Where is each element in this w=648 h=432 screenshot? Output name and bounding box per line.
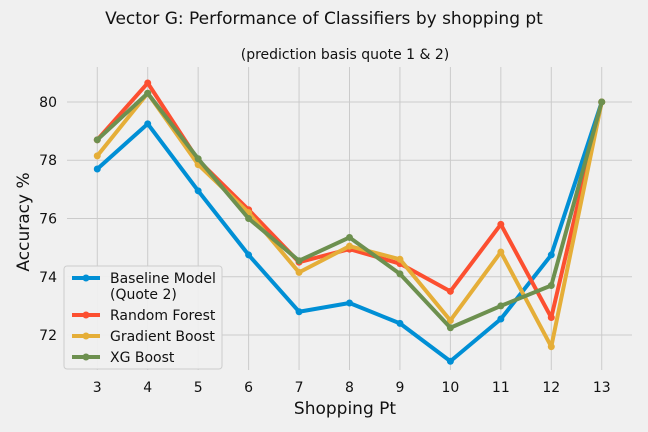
data-point — [547, 343, 555, 351]
data-point — [446, 357, 454, 365]
legend-entry: XG Boost — [72, 350, 175, 366]
y-tick-label: 76 — [39, 212, 57, 228]
data-point — [93, 136, 101, 144]
data-point — [547, 251, 555, 259]
x-tick-label: 13 — [593, 380, 611, 396]
data-point — [346, 242, 353, 250]
x-tick-label: 11 — [492, 380, 510, 396]
legend-box — [63, 265, 223, 370]
data-point — [497, 220, 505, 228]
data-point — [295, 308, 303, 316]
x-tick-label: 8 — [345, 380, 354, 396]
chart-title: Vector G: Performance of Classifiers by … — [105, 9, 543, 29]
data-point — [446, 287, 454, 295]
data-point — [446, 324, 454, 332]
data-point — [346, 299, 353, 307]
x-tick-label: 5 — [194, 380, 203, 396]
legend-label: XG Boost — [110, 350, 175, 366]
data-point — [93, 165, 101, 173]
data-point — [497, 315, 505, 323]
x-tick-label: 9 — [395, 380, 404, 396]
x-tick-label: 4 — [143, 380, 152, 396]
y-axis-label: Accuracy % — [14, 172, 34, 271]
legend-swatch-marker — [82, 311, 90, 319]
data-point — [497, 302, 505, 310]
legend-entry: Gradient Boost — [72, 329, 215, 345]
data-point — [93, 152, 101, 160]
x-tick-label: 3 — [93, 380, 102, 396]
data-point — [598, 98, 606, 106]
data-point — [245, 251, 253, 259]
data-point — [547, 314, 555, 322]
y-tick-label: 74 — [39, 270, 57, 286]
legend-label: Baseline Model — [110, 271, 216, 287]
chart-subtitle: (prediction basis quote 1 & 2) — [241, 47, 450, 63]
legend-label: Gradient Boost — [110, 329, 215, 345]
data-point — [295, 257, 303, 265]
legend-label: Random Forest — [110, 308, 216, 324]
data-point — [144, 79, 152, 87]
data-point — [295, 268, 303, 276]
data-point — [396, 255, 404, 263]
data-point — [346, 233, 353, 241]
data-point — [245, 215, 253, 222]
y-tick-label: 80 — [39, 95, 57, 111]
data-point — [144, 89, 152, 97]
series-3 — [93, 89, 606, 332]
data-point — [497, 248, 505, 256]
data-point — [446, 316, 454, 324]
legend-swatch-marker — [82, 332, 90, 340]
data-point — [194, 187, 202, 195]
legend-label: (Quote 2) — [110, 287, 177, 303]
x-tick-label: 6 — [244, 380, 253, 396]
data-point — [547, 282, 555, 290]
x-tick-label: 12 — [542, 380, 560, 396]
y-tick-label: 72 — [39, 328, 57, 344]
series-lines — [93, 79, 606, 365]
data-point — [396, 319, 404, 327]
data-point — [194, 155, 202, 163]
data-point — [144, 120, 152, 128]
data-point — [396, 270, 404, 278]
x-tick-label: 10 — [441, 380, 459, 396]
legend: Baseline Model(Quote 2) Random Forest Grad… — [63, 265, 223, 370]
series-2 — [93, 89, 606, 351]
x-tick-label: 7 — [295, 380, 304, 396]
y-tick-label: 78 — [39, 153, 57, 169]
legend-swatch-marker — [82, 353, 90, 361]
x-axis-label: Shopping Pt — [294, 399, 396, 419]
legend-swatch-marker — [82, 274, 90, 282]
legend-entry: Random Forest — [72, 308, 216, 324]
legend-entry: Baseline Model(Quote 2) — [72, 271, 216, 303]
